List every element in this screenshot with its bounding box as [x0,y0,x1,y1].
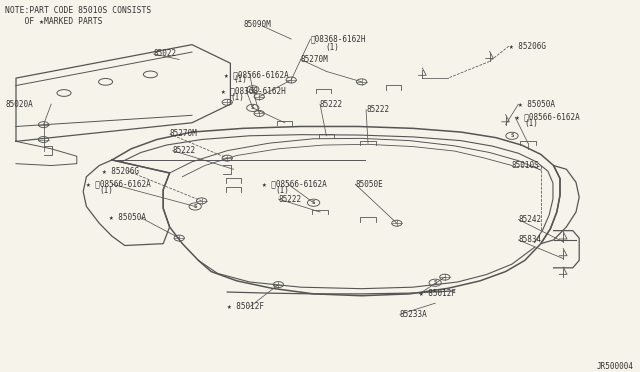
Text: (1): (1) [525,119,539,128]
Text: 85233A: 85233A [400,310,428,319]
Text: S: S [251,105,255,110]
Text: ★ Ⓜ08566-6162A: ★ Ⓜ08566-6162A [515,113,580,122]
Text: 85222: 85222 [320,100,343,109]
Text: ★ Ⓜ08566-6162A: ★ Ⓜ08566-6162A [262,180,327,189]
Text: 85050E: 85050E [355,180,383,189]
Text: ★ Ⓜ08566-6162A: ★ Ⓜ08566-6162A [224,70,289,79]
Text: S: S [193,204,197,209]
Text: S: S [312,200,316,205]
Text: ★ Ⓜ08368-6162H: ★ Ⓜ08368-6162H [221,87,285,96]
Text: 85222: 85222 [366,105,389,114]
Text: OF ★MARKED PARTS: OF ★MARKED PARTS [5,17,102,26]
Text: ★ 85050A: ★ 85050A [109,213,146,222]
Text: 85270M: 85270M [301,55,328,64]
Text: 85022: 85022 [154,49,177,58]
Text: S: S [433,280,437,285]
Text: 85242: 85242 [518,215,541,224]
Text: 85834: 85834 [518,235,541,244]
Text: (1): (1) [230,93,244,102]
Text: (1): (1) [275,186,289,195]
Text: 85090M: 85090M [243,20,271,29]
Text: 85010S: 85010S [512,161,540,170]
Text: ★ 85012F: ★ 85012F [419,289,456,298]
Text: 85270M: 85270M [170,129,197,138]
Text: ★ Ⓜ08566-6162A: ★ Ⓜ08566-6162A [86,180,151,189]
Text: ★ 85050A: ★ 85050A [518,100,556,109]
Text: (1): (1) [325,43,339,52]
Text: (1): (1) [99,186,113,195]
Text: ★ 85206G: ★ 85206G [102,167,140,176]
Text: S: S [251,87,255,92]
Text: S: S [510,133,514,138]
Text: ★ 85206G: ★ 85206G [509,42,546,51]
Text: 85020A: 85020A [5,100,33,109]
Text: NOTE:PART CODE 85010S CONSISTS: NOTE:PART CODE 85010S CONSISTS [5,6,152,15]
Text: JR500004: JR500004 [596,362,634,371]
Text: 85222: 85222 [278,195,301,203]
Text: Ⓜ08368-6162H: Ⓜ08368-6162H [310,35,366,44]
Text: 85222: 85222 [173,146,196,155]
Text: (1): (1) [234,76,248,84]
Text: ★ 85012F: ★ 85012F [227,302,264,311]
